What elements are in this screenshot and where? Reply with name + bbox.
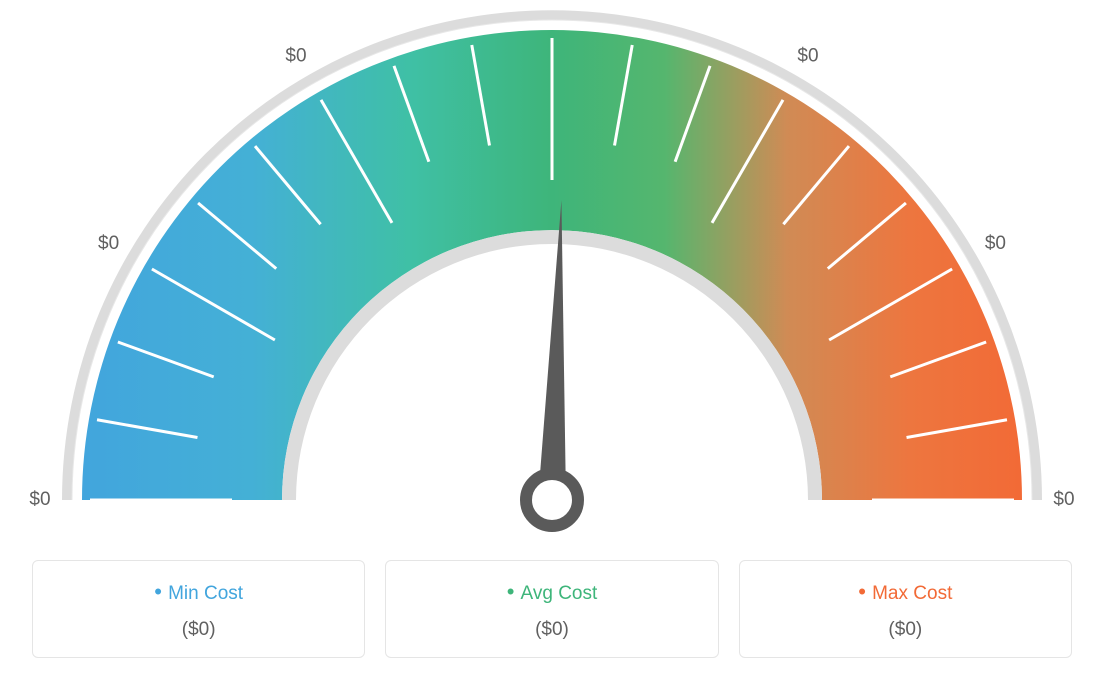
legend-value-max: ($0) [740,619,1071,641]
gauge-container: $0$0$0$0$0$0$0 [0,0,1104,540]
legend-label-min: Min Cost [33,579,364,605]
svg-text:$0: $0 [1053,489,1074,510]
svg-text:$0: $0 [98,233,119,254]
svg-text:$0: $0 [985,233,1006,254]
legend-card-avg: Avg Cost ($0) [385,560,718,658]
gauge-chart: $0$0$0$0$0$0$0 [0,0,1104,540]
svg-text:$0: $0 [797,46,818,67]
svg-text:$0: $0 [29,489,50,510]
legend-label-max: Max Cost [740,579,1071,605]
legend-value-min: ($0) [33,619,364,641]
legend-value-avg: ($0) [386,619,717,641]
legend-label-avg: Avg Cost [386,579,717,605]
legend-row: Min Cost ($0) Avg Cost ($0) Max Cost ($0… [32,560,1072,658]
legend-card-max: Max Cost ($0) [739,560,1072,658]
legend-card-min: Min Cost ($0) [32,560,365,658]
svg-text:$0: $0 [285,46,306,67]
